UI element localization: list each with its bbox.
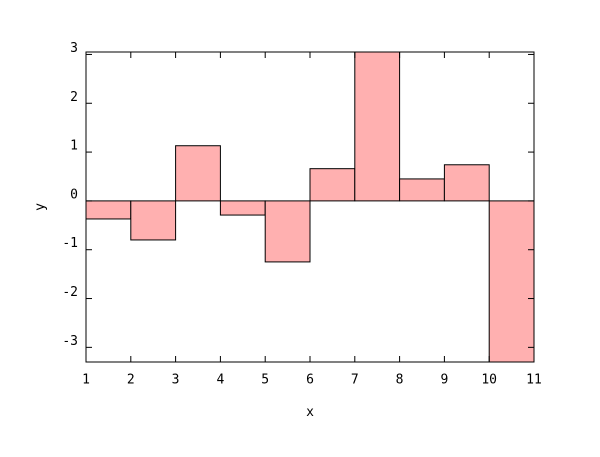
bar: [354, 51, 401, 202]
y-axis-label: y: [33, 203, 48, 211]
x-tick-label: 2: [127, 373, 135, 388]
bar: [488, 200, 535, 363]
y-tick-label: 2: [70, 90, 78, 105]
bar: [85, 200, 132, 220]
y-tick-label: 0: [70, 187, 78, 202]
y-tick-label: 1: [70, 139, 78, 154]
bar: [130, 200, 177, 241]
y-tick-label: 3: [70, 41, 78, 56]
x-tick-label: 11: [526, 373, 542, 388]
y-tick-label: -2: [62, 285, 78, 300]
x-tick-label: 6: [306, 373, 314, 388]
x-tick-label: 3: [172, 373, 180, 388]
x-tick-label: 9: [440, 373, 448, 388]
x-tick-label: 4: [216, 373, 224, 388]
bar: [443, 164, 490, 202]
x-tick-label: 5: [261, 373, 269, 388]
x-axis-label: x: [306, 405, 314, 420]
bar: [264, 200, 311, 263]
bar: [309, 168, 356, 202]
y-tick-label: -1: [62, 236, 78, 251]
bar: [399, 178, 445, 202]
bar: [175, 145, 221, 202]
x-tick-label: 8: [396, 373, 404, 388]
x-tick-label: 1: [82, 373, 90, 388]
bar: [219, 200, 266, 216]
y-tick-label: -3: [62, 334, 78, 349]
x-tick-label: 10: [481, 373, 497, 388]
x-tick-label: 7: [351, 373, 359, 388]
